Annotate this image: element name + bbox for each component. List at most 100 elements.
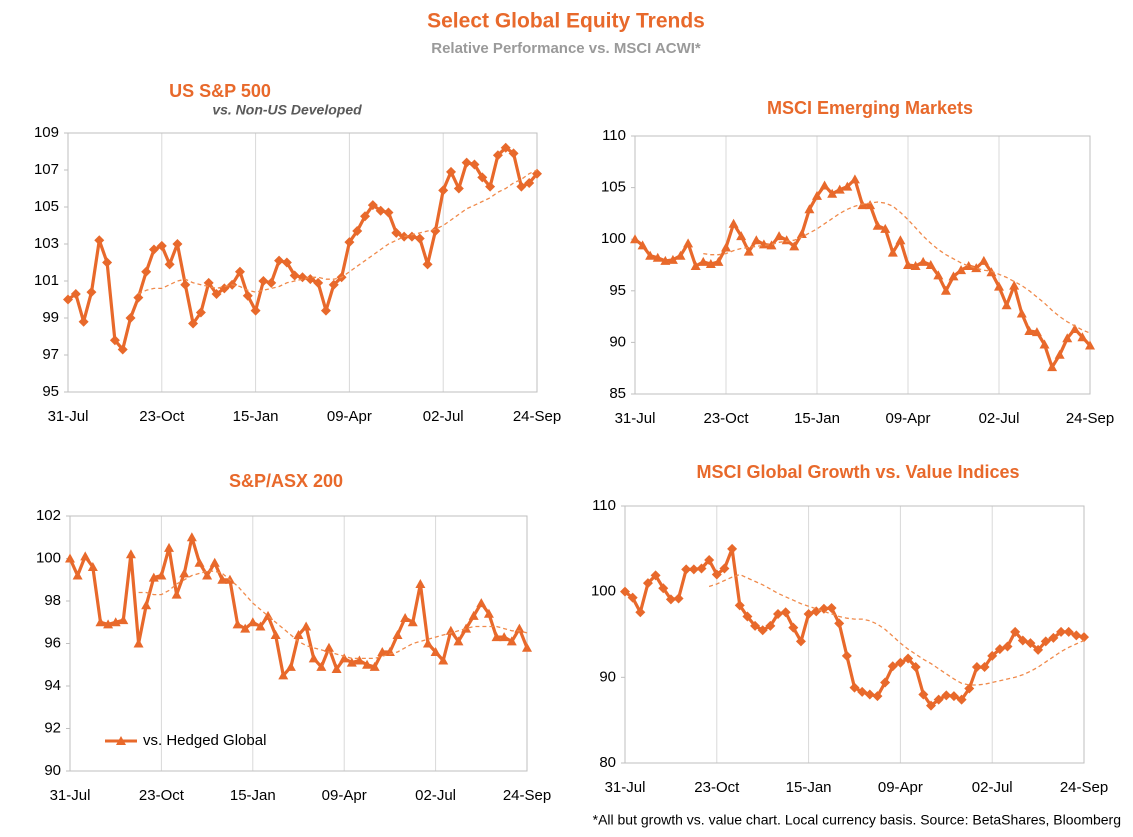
marker (87, 562, 98, 571)
marker (171, 589, 182, 599)
marker (994, 644, 1005, 655)
marker (918, 689, 929, 700)
marker (422, 638, 433, 648)
marker (683, 238, 694, 248)
marker (704, 554, 715, 565)
x-tick-label: 09-Apr (885, 410, 930, 427)
marker (880, 223, 891, 233)
marker (461, 157, 472, 168)
marker (940, 285, 951, 295)
marker (352, 226, 363, 237)
marker (933, 694, 944, 705)
y-tick-label: 95 (609, 282, 626, 299)
marker (948, 691, 959, 702)
marker (270, 630, 281, 639)
marker (369, 661, 380, 671)
marker (415, 579, 426, 588)
marker (665, 594, 676, 605)
marker (857, 686, 868, 697)
marker (179, 568, 190, 578)
marker (637, 240, 648, 250)
marker (941, 690, 952, 701)
x-tick-label: 09-Apr (327, 408, 372, 425)
moving-average-line (703, 201, 1091, 334)
y-tick-label: 110 (592, 497, 616, 514)
x-tick-label: 02-Jul (979, 410, 1020, 427)
marker (217, 574, 228, 584)
marker (234, 266, 245, 277)
marker (918, 256, 929, 266)
marker (156, 570, 167, 580)
marker (788, 622, 799, 633)
marker (933, 270, 944, 280)
marker (865, 200, 876, 210)
marker (156, 240, 167, 251)
marker (1033, 644, 1044, 655)
marker (1079, 632, 1089, 643)
marker (774, 231, 785, 241)
marker (125, 549, 136, 559)
marker (705, 258, 716, 268)
marker (842, 181, 853, 191)
y-tick-label: 80 (599, 754, 616, 771)
marker (872, 220, 883, 230)
y-tick-label: 100 (591, 583, 616, 600)
marker (232, 619, 243, 629)
marker (392, 630, 403, 639)
moving-average-line (138, 570, 528, 660)
y-tick-label: 105 (34, 198, 59, 215)
marker (414, 233, 425, 244)
marker (293, 630, 304, 639)
y-tick-label: 90 (599, 668, 616, 685)
y-tick-label: 110 (602, 127, 626, 144)
marker (948, 271, 959, 281)
y-tick-label: 96 (44, 634, 61, 651)
x-tick-label: 02-Jul (423, 408, 464, 425)
marker (743, 246, 754, 256)
marker (211, 288, 222, 299)
y-tick-label: 101 (34, 272, 59, 289)
x-tick-label: 02-Jul (415, 787, 456, 804)
y-tick-label: 109 (34, 124, 59, 141)
marker (194, 557, 205, 567)
marker (728, 218, 739, 228)
marker (331, 664, 342, 673)
y-tick-label: 98 (44, 592, 61, 609)
marker (964, 683, 975, 694)
moving-average-line (708, 573, 1085, 686)
marker (141, 266, 152, 277)
marker (172, 239, 183, 249)
marker (399, 231, 410, 242)
marker (1024, 326, 1035, 336)
marker (391, 227, 402, 238)
marker (422, 259, 433, 270)
marker (508, 148, 519, 159)
marker (86, 287, 97, 298)
marker (757, 625, 768, 636)
marker (849, 174, 860, 184)
marker (872, 691, 883, 702)
marker (103, 619, 114, 629)
marker (258, 276, 269, 286)
marker (461, 623, 472, 633)
y-tick-label: 85 (609, 385, 626, 402)
moving-average-line (138, 169, 538, 295)
marker (1085, 340, 1095, 350)
y-tick-label: 90 (44, 762, 61, 779)
marker (658, 583, 669, 594)
marker (804, 204, 815, 214)
marker (1025, 638, 1036, 649)
marker (719, 563, 730, 574)
marker (711, 569, 722, 580)
marker (1077, 332, 1088, 342)
marker (377, 647, 388, 656)
chart-title: MSCI Global Growth vs. Value Indices (696, 462, 1019, 482)
marker (1071, 630, 1082, 641)
marker (780, 607, 791, 618)
marker (841, 650, 852, 661)
marker (445, 625, 456, 635)
marker (650, 570, 661, 581)
series-line (68, 535, 529, 677)
marker (1069, 323, 1080, 333)
marker (476, 598, 487, 608)
